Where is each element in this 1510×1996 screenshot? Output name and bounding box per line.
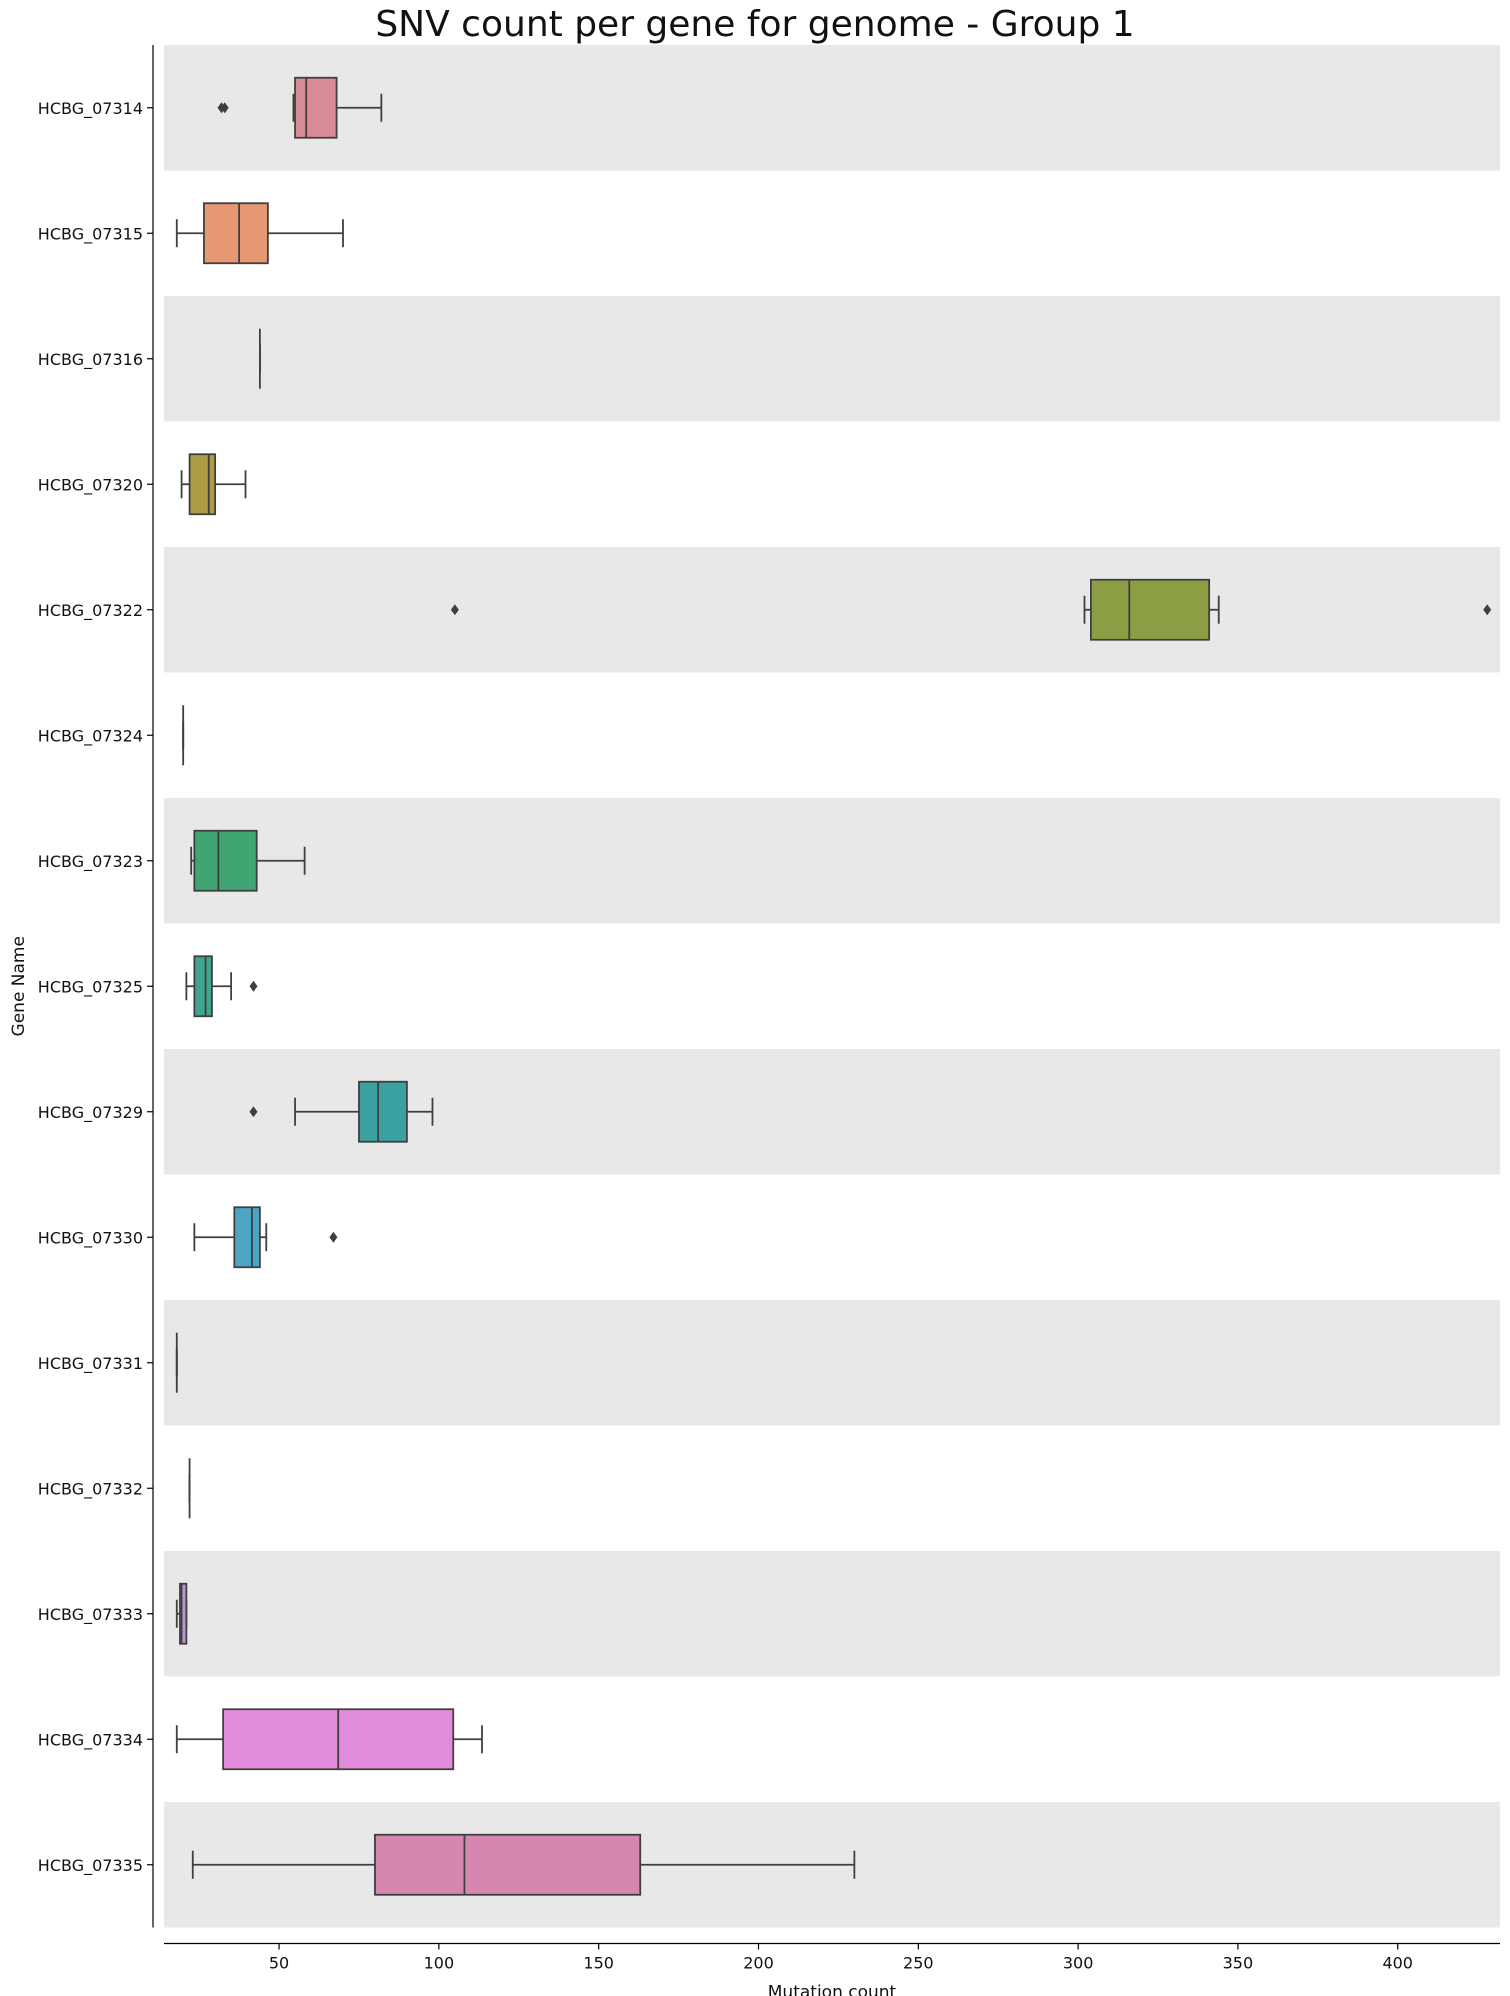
y-tick-label: HCBG_07325 <box>38 977 143 997</box>
x-tick-label: 350 <box>1223 1954 1254 1973</box>
box-hcbg_07334 <box>175 1708 483 1771</box>
box-hcbg_07323 <box>190 829 306 892</box>
box-body-hcbg_07330 <box>233 1206 261 1269</box>
box-hcbg_07314 <box>217 76 383 139</box>
y-tick-label: HCBG_07334 <box>38 1730 143 1750</box>
y-tick-label: HCBG_07324 <box>38 726 143 746</box>
y-tick-label: HCBG_07329 <box>38 1103 143 1123</box>
row-band-hcbg_07325 <box>164 923 1500 1049</box>
row-band-hcbg_07322 <box>164 547 1500 673</box>
box-hcbg_07325 <box>185 955 258 1018</box>
box-body-hcbg_07315 <box>203 202 269 265</box>
box-body-hcbg_07320 <box>188 453 217 516</box>
x-tick-label: 150 <box>583 1954 614 1973</box>
row-band-hcbg_07314 <box>164 45 1500 171</box>
y-tick-label: HCBG_07320 <box>38 475 143 495</box>
outlier-hcbg_07322-0 <box>450 604 459 616</box>
x-tick-label: 300 <box>1063 1954 1094 1973</box>
box-body-hcbg_07335 <box>374 1833 642 1896</box>
x-tick-label: 400 <box>1382 1954 1413 1973</box>
y-tick-label: HCBG_07331 <box>38 1354 143 1374</box>
x-tick-label: 50 <box>269 1954 289 1973</box>
row-band-hcbg_07324 <box>164 672 1500 798</box>
y-tick-label: HCBG_07335 <box>38 1856 143 1876</box>
y-tick-label: HCBG_07330 <box>38 1228 143 1248</box>
box-hcbg_07320 <box>180 453 247 516</box>
x-tick-label: 200 <box>743 1954 774 1973</box>
row-band-hcbg_07320 <box>164 421 1500 547</box>
row-band-hcbg_07315 <box>164 170 1500 296</box>
row-band-hcbg_07316 <box>164 296 1500 422</box>
box-body-hcbg_07314 <box>294 76 338 139</box>
outlier-hcbg_07325-0 <box>249 980 258 992</box>
y-tick-label: HCBG_07322 <box>38 601 143 621</box>
box-hcbg_07335 <box>191 1833 856 1896</box>
y-tick-label: HCBG_07323 <box>38 852 143 872</box>
row-band-hcbg_07332 <box>164 1425 1500 1551</box>
y-tick-label: HCBG_07332 <box>38 1479 143 1499</box>
y-ticks: HCBG_07314 HCBG_07315 HCBG_07316 HCBG_07320… <box>38 99 153 1876</box>
outlier-hcbg_07330-0 <box>329 1231 338 1243</box>
row-band-hcbg_07323 <box>164 798 1500 924</box>
y-tick-label: HCBG_07316 <box>38 350 143 370</box>
x-axis-label: Mutation count <box>768 1983 897 1996</box>
y-tick-label: HCBG_07333 <box>38 1605 143 1625</box>
box-body-hcbg_07333 <box>179 1582 188 1645</box>
y-tick-label: HCBG_07315 <box>38 224 143 244</box>
outlier-hcbg_07314-1 <box>220 102 229 114</box>
box-series <box>175 76 1492 1896</box>
box-body-hcbg_07322 <box>1089 578 1211 641</box>
row-bands <box>164 45 1500 1928</box>
box-hcbg_07315 <box>175 202 344 265</box>
box-body-hcbg_07329 <box>358 1080 408 1143</box>
box-hcbg_07329 <box>249 1080 434 1143</box>
chart-title: SNV count per gene for genome - Group 1 <box>375 4 1135 45</box>
box-hcbg_07330 <box>193 1206 338 1269</box>
row-band-hcbg_07333 <box>164 1551 1500 1677</box>
y-axis-label: Gene Name <box>9 936 29 1036</box>
outlier-hcbg_07329-0 <box>249 1106 258 1118</box>
x-tick-label: 100 <box>424 1954 455 1973</box>
outlier-hcbg_07322-1 <box>1483 604 1492 616</box>
row-band-hcbg_07331 <box>164 1300 1500 1426</box>
x-ticks: 50 100 150 200 250 300 350 400 <box>269 1943 1413 1973</box>
box-hcbg_07333 <box>175 1582 188 1645</box>
box-body-hcbg_07323 <box>193 829 258 892</box>
x-tick-label: 250 <box>903 1954 934 1973</box>
box-body-hcbg_07325 <box>193 955 213 1018</box>
y-tick-label: HCBG_07314 <box>38 99 143 119</box>
row-band-hcbg_07330 <box>164 1174 1500 1300</box>
box-hcbg_07322 <box>450 578 1492 641</box>
